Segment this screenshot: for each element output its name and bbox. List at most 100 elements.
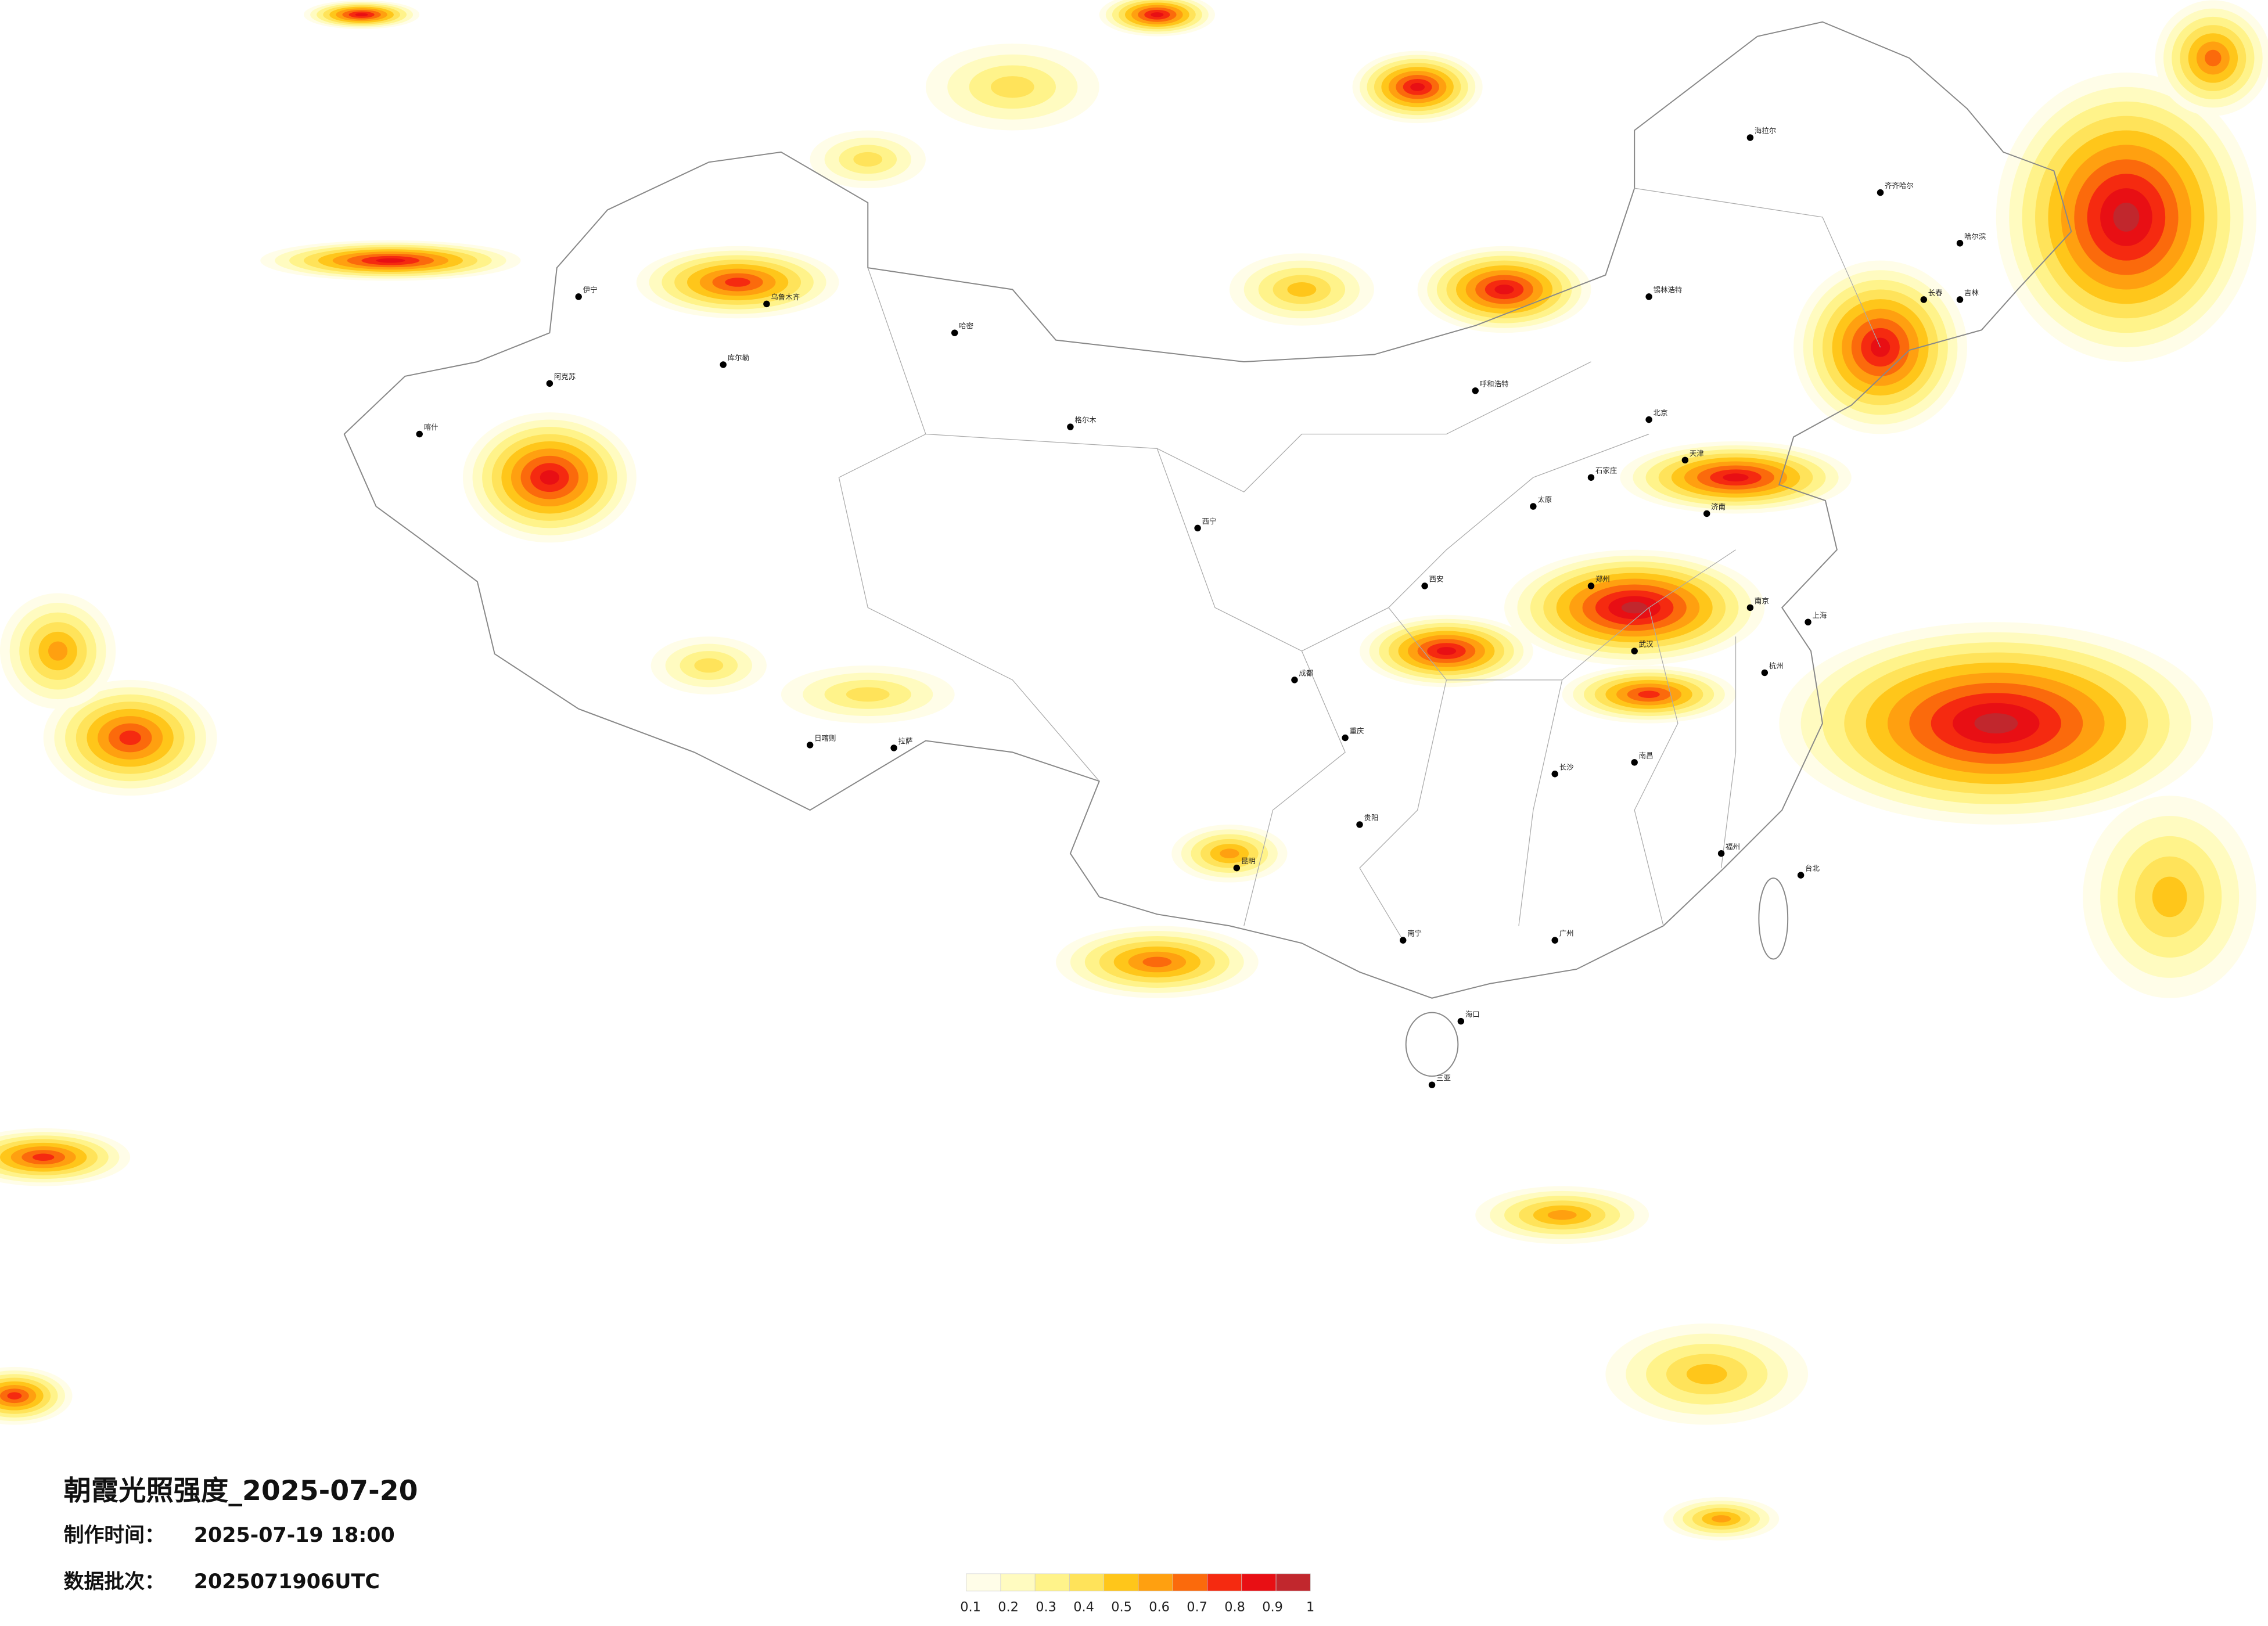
city-label: 长春 [1928, 288, 1943, 297]
made-label: 制作时间： [64, 1524, 165, 1547]
city-dot [1530, 503, 1537, 510]
city-dot [720, 361, 727, 368]
city-dot [1703, 510, 1710, 517]
intensity-blob [725, 278, 750, 287]
colorbar-cell [1069, 1573, 1105, 1592]
hainan [1405, 1012, 1459, 1077]
colorbar-cell [1104, 1573, 1139, 1592]
intensity-blob [853, 152, 883, 167]
city-dot [1631, 759, 1638, 766]
city-label: 西安 [1429, 575, 1444, 584]
city-label: 日喀则 [814, 733, 836, 742]
colorbar-tick-label: 0.9 [1262, 1600, 1283, 1615]
intensity-blob [355, 13, 368, 17]
city-label: 哈密 [959, 322, 973, 330]
city-label: 乌鲁木齐 [771, 293, 800, 301]
colorbar-tick-label: 0.6 [1149, 1600, 1170, 1615]
province-lines [838, 188, 1881, 941]
intensity-blob [376, 258, 405, 263]
intensity-blob [1410, 82, 1425, 91]
colorbar-cell [1000, 1573, 1036, 1592]
city-dot [1805, 618, 1811, 625]
intensity-blob [1870, 337, 1890, 357]
city-dot [1457, 1017, 1465, 1025]
city-dot [1233, 864, 1241, 872]
city-label: 拉萨 [898, 736, 913, 745]
colorbar: 0.1 0.2 0.3 0.4 0.5 0.6 0.7 0.8 0.9 1 [960, 1573, 1314, 1615]
city-label: 阿克苏 [554, 372, 576, 381]
intensity-blob [694, 658, 724, 673]
city-dot [1587, 582, 1595, 589]
country-outline [343, 21, 2072, 999]
city-label: 齐齐哈尔 [1885, 181, 1914, 190]
city-dot [1645, 416, 1652, 423]
city-label: 北京 [1654, 408, 1668, 417]
intensity-blob [1686, 1364, 1727, 1384]
city-label: 格尔木 [1074, 416, 1097, 425]
intensity-blob [1220, 848, 1239, 859]
city-dot [1428, 1081, 1436, 1088]
city-label: 长沙 [1559, 762, 1574, 771]
city-label: 海拉尔 [1755, 126, 1776, 135]
colorbar-cell [966, 1573, 1001, 1592]
colorbar-tick-label: 0.1 [960, 1600, 981, 1615]
city-dot [1746, 134, 1754, 141]
city-dot [1342, 734, 1349, 742]
city-dot [416, 430, 423, 438]
city-dot [1681, 456, 1689, 464]
colorbar-cell [1275, 1573, 1311, 1592]
colorbar-tick-label: 0.8 [1224, 1600, 1245, 1615]
colorbar-cell [1034, 1573, 1070, 1592]
intensity-blob [1151, 12, 1164, 17]
city-label: 哈尔滨 [1964, 232, 1986, 240]
intensity-blob [1712, 1515, 1731, 1523]
city-dot [1587, 474, 1595, 481]
city-label: 南宁 [1407, 929, 1422, 938]
city-label: 成都 [1299, 668, 1313, 677]
colorbar-tick-label: 0.4 [1073, 1600, 1094, 1615]
intensity-blob [7, 1392, 22, 1400]
city-dot [1920, 296, 1928, 303]
city-dot [763, 300, 770, 308]
city-label: 喀什 [424, 423, 438, 431]
city-label: 天津 [1690, 449, 1704, 458]
city-dot [951, 329, 958, 336]
intensity-blob [33, 1153, 55, 1161]
intensity-blob [2205, 49, 2222, 67]
city-label: 吉林 [1964, 288, 1979, 297]
made-value: 2025-07-19 18:00 [194, 1524, 395, 1547]
city-label: 太原 [1537, 495, 1552, 504]
city-label: 库尔勒 [728, 353, 749, 362]
city-dot [1746, 604, 1754, 611]
intensity-blob [1142, 956, 1172, 967]
title: 朝霞光照强度_2025-07-20 [64, 1475, 418, 1507]
colorbar-cell [1241, 1573, 1277, 1592]
city-label: 贵阳 [1364, 813, 1378, 822]
city-dot [546, 380, 553, 387]
city-label: 西宁 [1202, 517, 1217, 526]
city-dot [1551, 937, 1558, 944]
colorbar-tick-label: 1 [1306, 1600, 1314, 1615]
taiwan [1758, 877, 1789, 960]
city-label: 福州 [1726, 842, 1740, 851]
intensity-blob [1287, 282, 1317, 297]
intensity-blob [1723, 473, 1749, 482]
intensity-blob [846, 687, 890, 702]
batch-label: 数据批次： [64, 1570, 165, 1593]
colorbar-tick-label: 0.2 [998, 1600, 1019, 1615]
city-label: 上海 [1813, 611, 1827, 620]
colorbar-tick-label: 0.5 [1111, 1600, 1132, 1615]
city-label: 南京 [1755, 596, 1769, 605]
intensity-blob [1974, 713, 2018, 734]
city-label: 三亚 [1436, 1074, 1451, 1082]
city-dot [1717, 850, 1725, 857]
city-label: 锡林浩特 [1654, 285, 1683, 294]
city-dot [1761, 669, 1769, 677]
city-label: 呼和浩特 [1480, 379, 1509, 388]
batch-value: 2025071906UTC [194, 1570, 380, 1593]
city-dot [1631, 647, 1638, 654]
colorbar-cell [1207, 1573, 1242, 1592]
city-dot [1797, 872, 1805, 879]
